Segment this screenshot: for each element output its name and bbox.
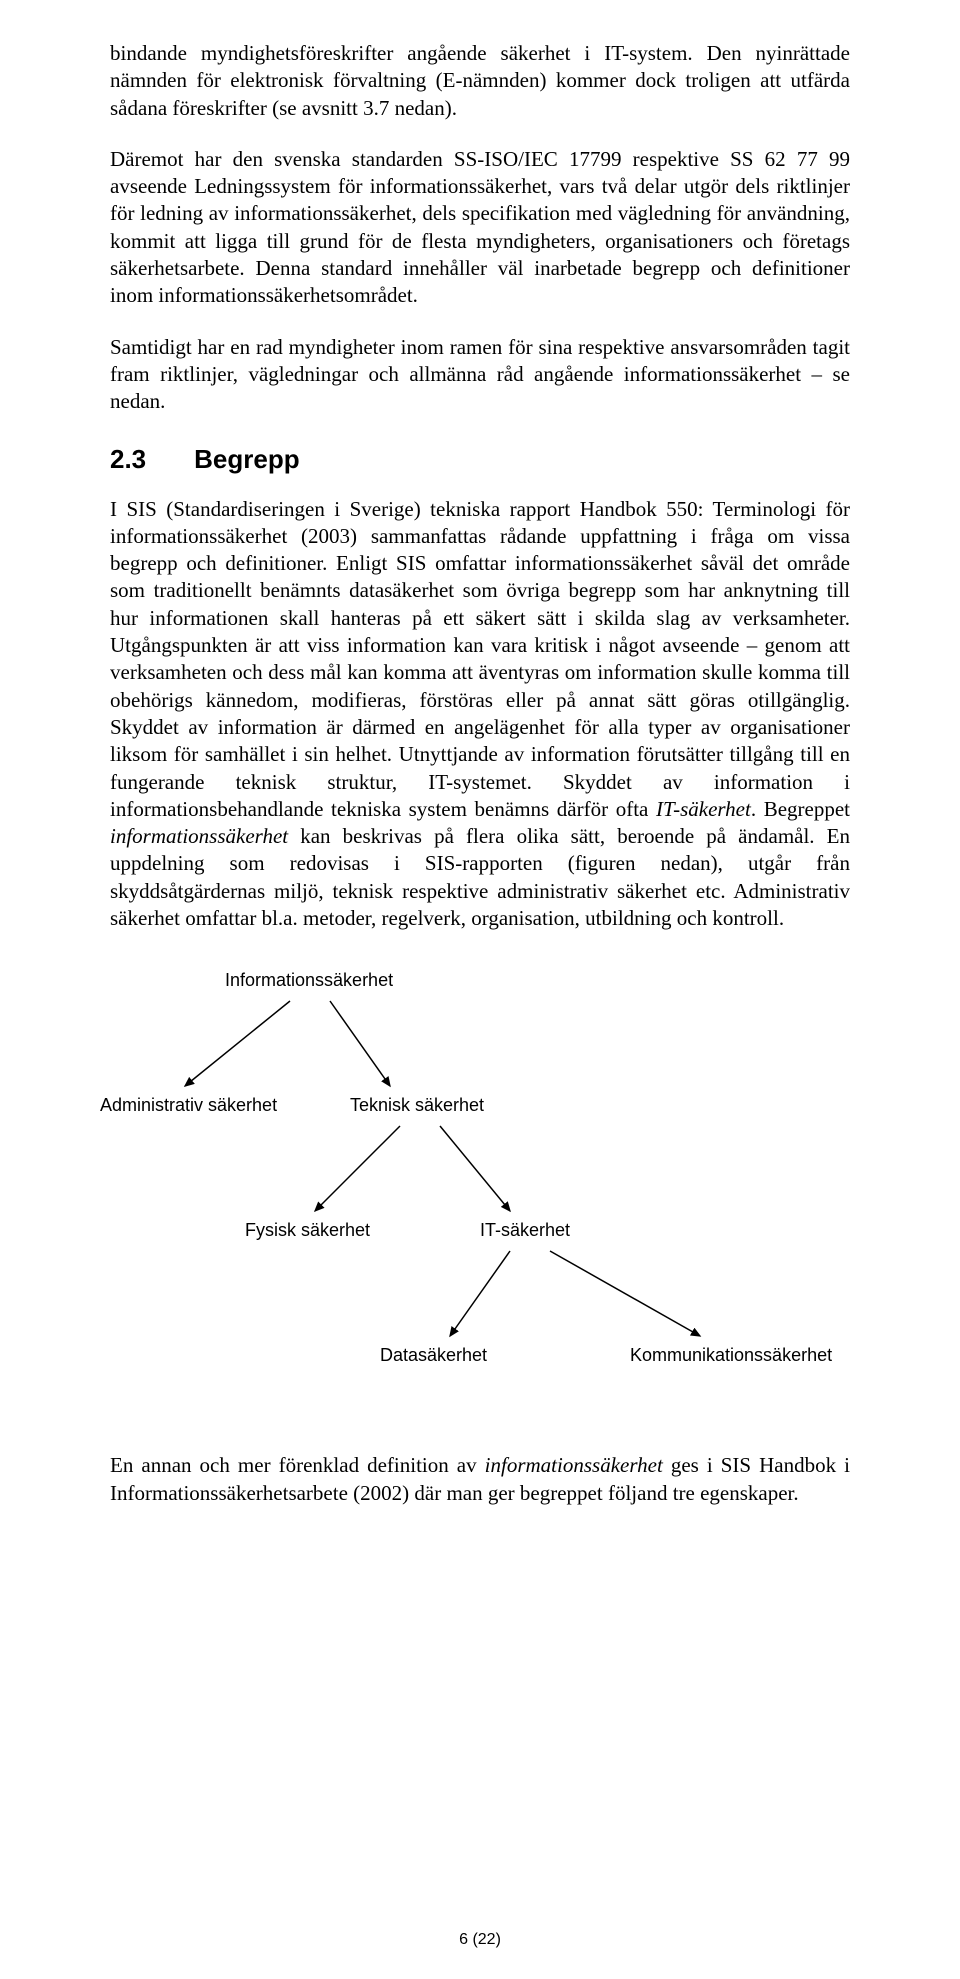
heading-title: Begrepp	[194, 444, 299, 474]
node-informationssakerhet: Informationssäkerhet	[225, 970, 393, 990]
p4-italic-1: IT-säkerhet	[656, 797, 751, 821]
paragraph-4: I SIS (Standardiseringen i Sverige) tekn…	[110, 496, 850, 933]
node-teknisk-sakerhet: Teknisk säkerhet	[350, 1095, 484, 1115]
node-administrativ-sakerhet: Administrativ säkerhet	[100, 1095, 277, 1115]
p4-italic-2: informationssäkerhet	[110, 824, 288, 848]
p4-part-b: . Begreppet	[751, 797, 850, 821]
node-fysisk-sakerhet: Fysisk säkerhet	[245, 1220, 370, 1240]
heading-number: 2.3	[110, 444, 146, 475]
hierarchy-diagram: Informationssäkerhet Administrativ säker…	[70, 956, 850, 1431]
paragraph-3: Samtidigt har en rad myndigheter inom ra…	[110, 334, 850, 416]
page-number: 6 (22)	[0, 1931, 960, 1949]
paragraph-2: Däremot har den svenska standarden SS-IS…	[110, 146, 850, 310]
p4-part-a: I SIS (Standardiseringen i Sverige) tekn…	[110, 497, 850, 821]
heading-2-3: 2.3 Begrepp	[110, 444, 850, 475]
paragraph-1: bindande myndighetsföreskrifter angående…	[110, 40, 850, 122]
p5-italic: informationssäkerhet	[485, 1453, 663, 1477]
p5-part-a: En annan och mer förenklad definition av	[110, 1453, 485, 1477]
node-it-sakerhet: IT-säkerhet	[480, 1220, 570, 1240]
node-kommunikationssakerhet: Kommunikationssäkerhet	[630, 1345, 832, 1365]
page: bindande myndighetsföreskrifter angående…	[0, 0, 960, 1979]
paragraph-5: En annan och mer förenklad definition av…	[110, 1452, 850, 1507]
node-datasakerhet: Datasäkerhet	[380, 1345, 487, 1365]
